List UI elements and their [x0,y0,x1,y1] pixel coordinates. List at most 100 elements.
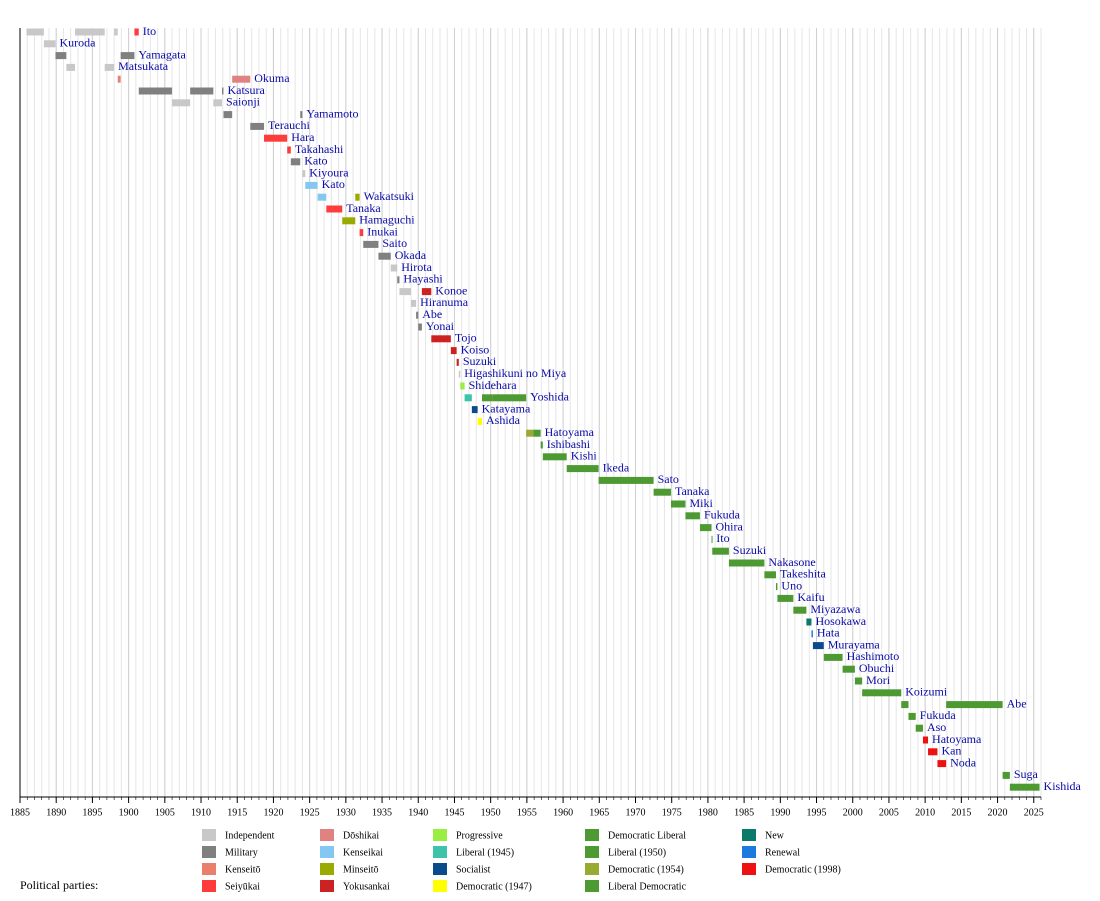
term-bar [134,28,139,36]
x-tick-label: 1995 [807,807,827,818]
legend-swatch [742,863,756,875]
legend-label: Liberal Democratic [608,881,687,892]
term-bar [66,63,76,71]
term-bar [250,122,265,130]
legend-swatch [742,846,756,858]
legend-swatch [320,880,334,892]
pm-label: Hatoyama [545,425,595,439]
term-bar [477,417,482,425]
term-bar [1009,783,1040,791]
pm-label: Ishibashi [547,437,591,451]
x-tick-label: 1935 [372,807,392,818]
term-bar [566,465,599,473]
term-bar [540,441,543,449]
term-bar [26,28,44,36]
pm-label: Ohira [716,519,744,533]
legend-label: Liberal (1950) [608,847,666,858]
x-tick-label: 1930 [336,807,356,818]
x-tick-label: 1900 [119,807,139,818]
pm-label: Tojo [455,331,477,345]
term-bar [937,760,947,768]
term-bar [854,677,863,685]
x-tick-label: 1985 [734,807,754,818]
pm-label: Hosokawa [815,614,866,628]
x-tick-label: 1950 [481,807,501,818]
term-bar [492,394,527,402]
x-tick-label: 1940 [408,807,428,818]
term-bar [542,453,567,461]
pm-label: Hara [291,130,315,144]
legend-swatch [202,829,216,841]
legend-swatch [585,846,599,858]
x-tick-label: 1915 [227,807,247,818]
pm-label: Miyazawa [810,602,861,616]
term-bar [317,193,327,201]
term-bar [55,52,67,60]
x-tick-label: 2005 [879,807,899,818]
pm-label: Hata [817,626,840,640]
pm-label: Miki [689,496,713,510]
legend-label: Military [225,847,258,858]
term-bar [458,370,461,378]
legend-label: Dōshikai [343,830,379,841]
term-bar [416,311,419,319]
term-bar [811,630,813,638]
term-bar [302,170,306,178]
x-tick-label: 1955 [517,807,537,818]
legend-label: Kenseikai [343,847,383,858]
term-bar [117,75,121,83]
pm-label: Hiranuma [420,295,469,309]
pm-label: Obuchi [859,661,895,675]
term-bar [418,323,422,331]
term-bar [685,512,700,520]
term-bar [232,75,251,83]
pm-label: Kan [941,744,961,758]
x-tick-label: 1910 [191,807,211,818]
legend-swatch [320,846,334,858]
legend-label: Democratic (1947) [456,881,532,892]
term-bar [326,205,343,213]
legend-swatch [320,863,334,875]
legend-label: Kenseitō [225,864,261,875]
term-bar [775,583,778,591]
term-bar [928,748,938,756]
term-bar [471,406,478,414]
x-tick-label: 1890 [46,807,66,818]
pm-label: Konoe [435,283,467,297]
term-bar [172,99,191,107]
legend-label: New [765,830,785,841]
legend-swatch [433,863,447,875]
legend-label: Seiyūkai [225,881,260,892]
term-bar [777,594,794,602]
term-bar [1002,771,1010,779]
x-tick-label: 1960 [553,807,573,818]
term-bar [862,689,902,697]
term-bar [411,299,417,307]
pm-label: Yamagata [138,47,186,61]
pm-label: Uno [781,578,802,592]
x-tick-label: 1970 [625,807,645,818]
term-bar [213,99,223,107]
x-tick-label: 2000 [843,807,863,818]
pm-label: Hatoyama [932,732,982,746]
term-bar [300,111,303,119]
term-bar [431,335,451,343]
legend-label: Independent [225,830,275,841]
legend-label: Democratic (1998) [765,864,841,875]
legend-swatch [202,880,216,892]
pm-label: Nakasone [768,555,815,569]
pm-label: Hamaguchi [359,213,415,227]
term-bar [711,535,713,543]
legend-swatch [433,829,447,841]
x-tick-label: 1905 [155,807,175,818]
term-bar [290,158,301,166]
term-bar [842,665,855,673]
x-tick-label: 1895 [82,807,102,818]
legend-swatch [202,863,216,875]
term-bar [190,87,214,95]
pm-label: Higashikuni no Miya [464,366,567,380]
term-bar [450,347,457,355]
pm-label: Noda [950,755,977,769]
term-bar [901,701,909,709]
x-tick-label: 1990 [770,807,790,818]
